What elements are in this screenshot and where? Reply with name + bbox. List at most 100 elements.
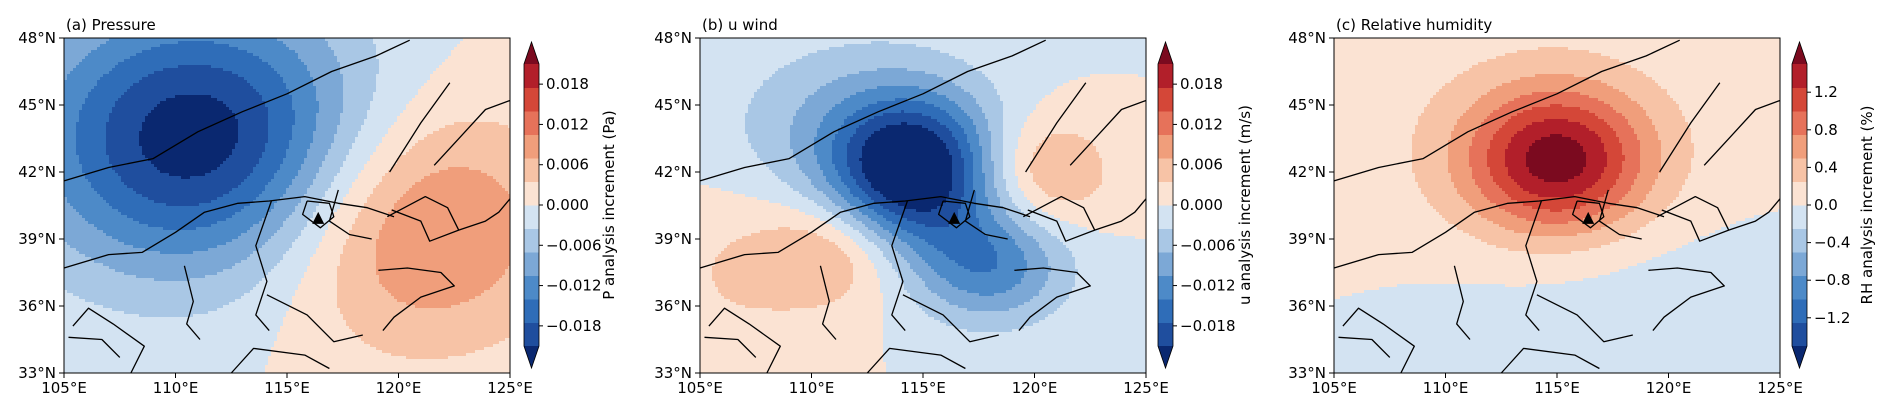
colorbar-label: P analysis increment (Pa) [600, 110, 618, 300]
colorbar-segment [1158, 299, 1173, 323]
colorbar-tick-label: −0.006 [546, 236, 602, 254]
y-tick-label: 42°N [654, 163, 692, 181]
x-tick-label: 120°E [1646, 379, 1692, 397]
colorbar-segment [1792, 205, 1807, 229]
x-tick-label: 115°E [1534, 379, 1580, 397]
colorbar: 1.20.80.40.0−0.4−0.8−1.2RH analysis incr… [1792, 42, 1876, 368]
colorbar-segment [1158, 64, 1173, 88]
colorbar-segment [524, 111, 539, 135]
y-tick-label: 39°N [1288, 230, 1326, 248]
colorbar-tick-label: −0.4 [1814, 234, 1850, 252]
y-tick-label: 39°N [18, 230, 56, 248]
colorbar-segment [1792, 158, 1807, 182]
colorbar-tick-label: 0.012 [546, 115, 589, 133]
colorbar-tick-label: −0.012 [1180, 277, 1236, 295]
colorbar-extend-min [524, 346, 539, 368]
colorbar-segment [1792, 299, 1807, 323]
y-tick-label: 45°N [654, 96, 692, 114]
x-tick-label: 110°E [1423, 379, 1469, 397]
x-tick-label: 125°E [487, 379, 533, 397]
y-tick-label: 42°N [1288, 163, 1326, 181]
colorbar-segment [524, 88, 539, 112]
colorbar-segment [1792, 111, 1807, 135]
colorbar-tick-label: 1.2 [1814, 83, 1838, 101]
colorbar-tick-label: −0.018 [546, 317, 602, 335]
colorbar-segment [1792, 64, 1807, 88]
colorbar-segment [524, 158, 539, 182]
colorbar: 0.018 0.012 0.006 0.000 −0.006 −0.012 −0.018 P … [524, 42, 618, 368]
colorbar-tick-label: 0.018 [546, 75, 589, 93]
x-tick-label: 125°E [1123, 379, 1169, 397]
x-tick-label: 120°E [376, 379, 422, 397]
colorbar-tick-label: 0.000 [1180, 196, 1223, 214]
colorbar-segment [1792, 323, 1807, 347]
colorbar-tick-label: −0.012 [546, 277, 602, 295]
y-tick-label: 45°N [1288, 96, 1326, 114]
colorbar-tick-label: 0.000 [546, 196, 589, 214]
colorbar-extend-max [1158, 42, 1173, 64]
x-tick-label: 110°E [789, 379, 835, 397]
colorbar-segment [1158, 229, 1173, 253]
colorbar-segment [524, 205, 539, 229]
colorbar-tick-label: 0.006 [546, 156, 589, 174]
panel-title: (c) Relative humidity [1336, 16, 1492, 34]
colorbar-segment [1158, 276, 1173, 300]
colorbar-segment [1158, 182, 1173, 206]
colorbar-segment [1158, 252, 1173, 276]
colorbar-segment [524, 299, 539, 323]
colorbar-extend-max [1792, 42, 1807, 64]
y-tick-label: 33°N [654, 364, 692, 382]
colorbar-segment [1792, 135, 1807, 159]
x-tick-label: 115°E [264, 379, 310, 397]
y-tick-label: 33°N [1288, 364, 1326, 382]
colorbar-segment [1792, 276, 1807, 300]
colorbar-label: RH analysis increment (%) [1858, 106, 1876, 305]
colorbar-segment [524, 182, 539, 206]
y-tick-label: 33°N [18, 364, 56, 382]
x-tick-label: 110°E [153, 379, 199, 397]
colorbar-segment [1792, 229, 1807, 253]
colorbar-segment [524, 64, 539, 88]
panel-title: (a) Pressure [66, 16, 156, 34]
colorbar-tick-label: 0.8 [1814, 121, 1838, 139]
colorbar-segment [524, 252, 539, 276]
x-tick-label: 115°E [900, 379, 946, 397]
colorbar-segment [1158, 158, 1173, 182]
y-tick-label: 36°N [1288, 297, 1326, 315]
y-tick-label: 36°N [18, 297, 56, 315]
colorbar-extend-max [524, 42, 539, 64]
x-tick-label: 120°E [1012, 379, 1058, 397]
colorbar-tick-label: 0.4 [1814, 158, 1838, 176]
x-tick-label: 125°E [1757, 379, 1803, 397]
colorbar-segment [524, 323, 539, 347]
colorbar-segment [1158, 323, 1173, 347]
colorbar-tick-label: 0.018 [1180, 75, 1223, 93]
colorbar-segment [1792, 88, 1807, 112]
colorbar-tick-label: −0.006 [1180, 236, 1236, 254]
colorbar-tick-label: 0.0 [1814, 196, 1838, 214]
y-tick-label: 48°N [1288, 29, 1326, 47]
y-tick-label: 39°N [654, 230, 692, 248]
colorbar-tick-label: −1.2 [1814, 309, 1850, 327]
y-tick-label: 45°N [18, 96, 56, 114]
y-tick-label: 42°N [18, 163, 56, 181]
colorbar-segment [1792, 182, 1807, 206]
colorbar-segment [524, 276, 539, 300]
panel-title: (b) u wind [702, 16, 778, 34]
colorbar-segment [524, 135, 539, 159]
colorbar-extend-min [1158, 346, 1173, 368]
colorbar-segment [1158, 88, 1173, 112]
colorbar-segment [1158, 135, 1173, 159]
colorbar-label: u analysis increment (m/s) [1236, 105, 1254, 305]
colorbar-tick-label: 0.006 [1180, 156, 1223, 174]
colorbar-segment [1158, 205, 1173, 229]
colorbar-segment [1792, 252, 1807, 276]
colorbar-tick-label: −0.018 [1180, 317, 1236, 335]
y-tick-label: 48°N [654, 29, 692, 47]
colorbar: 0.0180.0120.0060.000−0.006−0.012−0.018u … [1158, 42, 1254, 368]
colorbar-extend-min [1792, 346, 1807, 368]
